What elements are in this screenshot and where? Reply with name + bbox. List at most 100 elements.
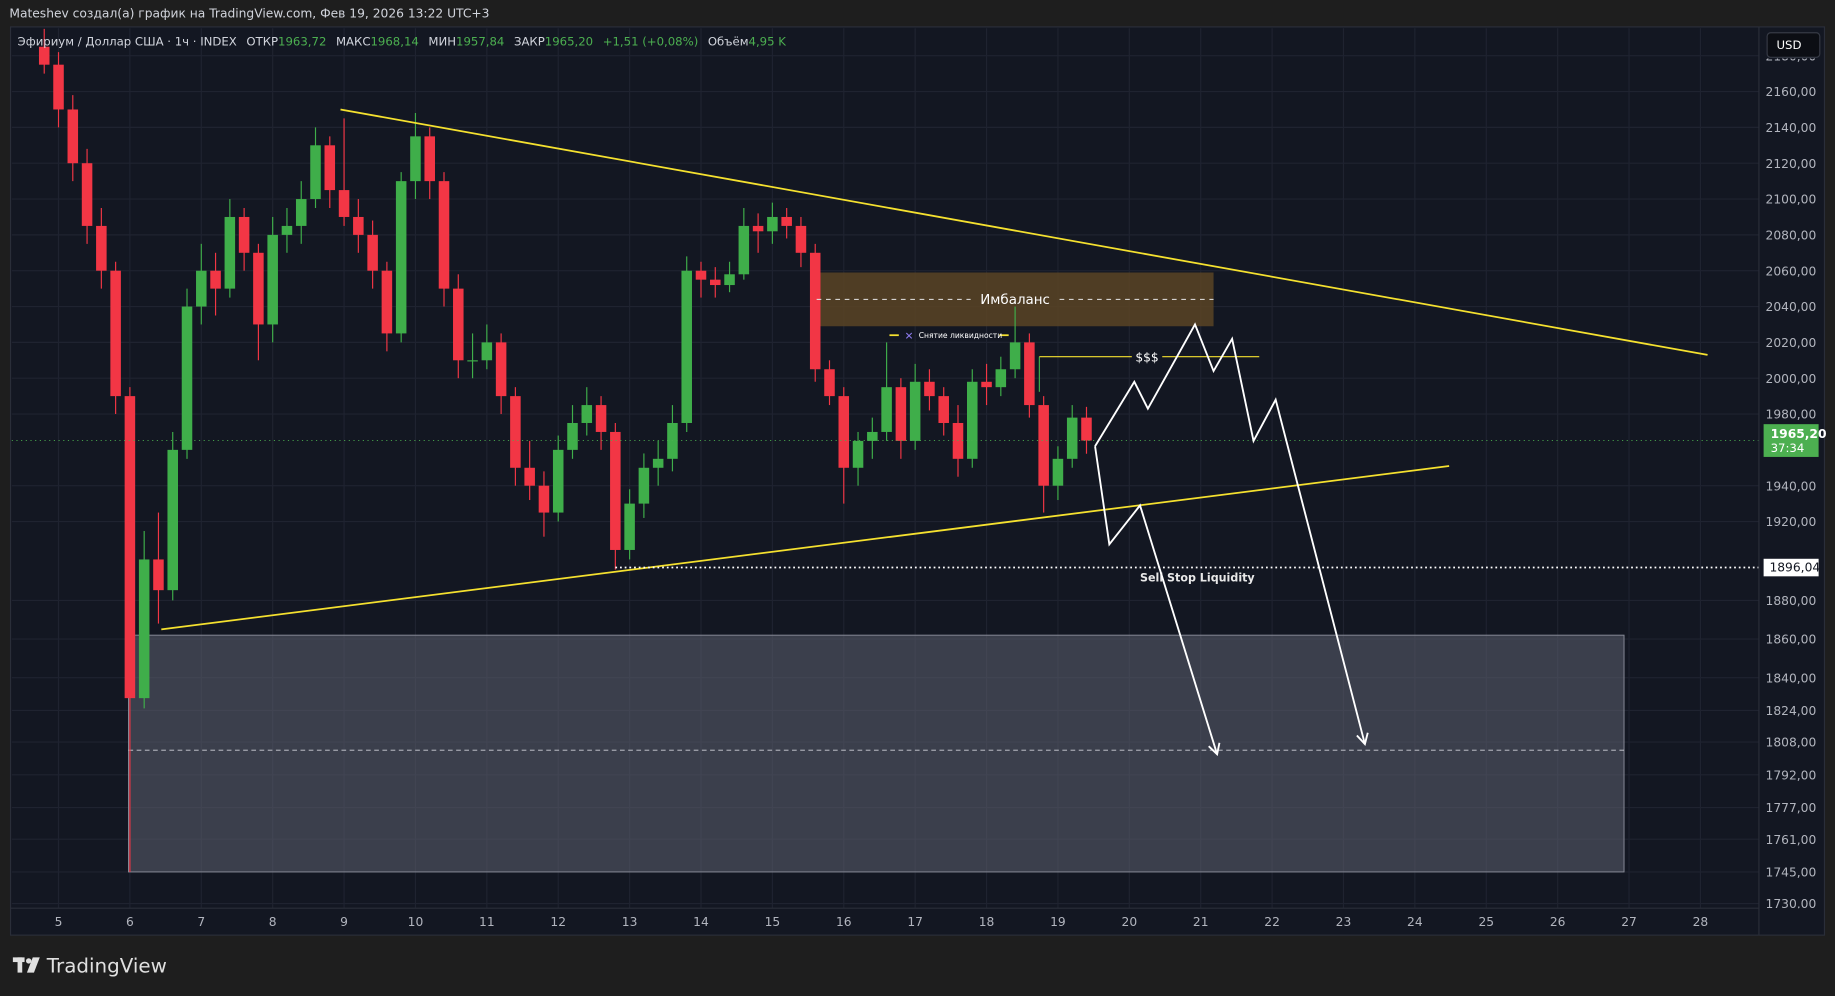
price-tick-label: 2020,00 <box>1766 336 1817 350</box>
price-tick-label: 1920,00 <box>1766 515 1817 529</box>
time-tick-label: 17 <box>907 915 923 929</box>
time-tick-label: 18 <box>979 915 995 929</box>
candle-body <box>124 396 136 699</box>
candle-body <box>895 387 907 441</box>
last-price-value: 1965,20 <box>1771 427 1827 441</box>
attribution-text: Mateshev создал(а) график на TradingView… <box>9 7 489 21</box>
tradingview-logo[interactable]: TradingView <box>12 955 167 978</box>
sell-stop-price-tag: 1896,04 <box>1763 558 1820 577</box>
candle-body <box>995 369 1007 388</box>
time-tick-label: 9 <box>340 915 348 929</box>
candle-body <box>767 216 778 232</box>
dollars-level-label: $$$ <box>1135 350 1158 364</box>
price-tick-label: 1824,00 <box>1766 704 1817 718</box>
price-tick-label: 1808,00 <box>1766 736 1817 750</box>
candle-body <box>310 145 321 200</box>
price-tick-label: 2160,00 <box>1766 85 1817 99</box>
time-tick-label: 11 <box>479 915 495 929</box>
price-tick-label: 2100,00 <box>1766 193 1817 207</box>
candle-body <box>353 216 364 235</box>
candle-body <box>196 270 207 307</box>
candle-body <box>524 467 535 486</box>
price-tick-label: 2140,00 <box>1766 121 1817 135</box>
price-tick-label: 1730,00 <box>1766 897 1817 911</box>
currency-label: USD <box>1776 38 1801 52</box>
candle-body <box>738 225 750 275</box>
candle-body <box>167 449 178 591</box>
tradingview-logo-icon <box>12 957 40 973</box>
candle-body <box>224 216 236 289</box>
candle-body <box>1066 417 1078 459</box>
volume-label: Объём <box>708 35 749 49</box>
candle-body <box>96 225 107 271</box>
price-tick-label: 1840,00 <box>1766 671 1817 685</box>
imbalance-label: Имбаланс <box>980 292 1050 308</box>
low-label: МИН <box>428 35 456 49</box>
candle-body <box>967 381 978 459</box>
candle-body <box>210 270 221 289</box>
price-axis[interactable]: 2180,00 2160,00 2140,00 2120,00 2100,00 2080,… <box>1766 49 1817 911</box>
price-tick-label: 2060,00 <box>1766 264 1817 278</box>
high-label: МАКС <box>336 35 371 49</box>
drawings: Имбаланс ✕ Снятие ликвидности $$$ Sell Stop … <box>11 108 1759 757</box>
support-trendline <box>161 465 1450 631</box>
candle-body <box>681 270 692 423</box>
open-label: ОТКР <box>246 35 278 49</box>
time-tick-label: 23 <box>1336 915 1352 929</box>
resistance-trendline <box>340 108 1708 356</box>
candle-body <box>924 381 935 397</box>
candle-body <box>909 381 921 441</box>
candle-body <box>567 422 578 450</box>
price-tick-label: 2180,00 <box>1766 49 1817 63</box>
time-tick-label: 19 <box>1050 915 1066 929</box>
candle-body <box>153 559 164 591</box>
symbol-name[interactable]: Эфириум / Доллар США · 1ч · INDEX <box>18 35 237 49</box>
candle-body <box>724 274 735 286</box>
cross-icon: ✕ <box>905 330 914 342</box>
candle-body <box>838 396 850 468</box>
ohlc-legend: Эфириум / Доллар США · 1ч · INDEX ОТКР19… <box>18 35 787 49</box>
open-value: 1963,72 <box>278 35 326 49</box>
candle-body <box>881 387 892 432</box>
candle-body <box>809 252 821 370</box>
candle-body <box>781 216 792 226</box>
time-tick-label: 28 <box>1693 915 1709 929</box>
currency-button[interactable]: USD <box>1766 32 1821 58</box>
candle-body <box>295 199 307 226</box>
candle-body <box>1038 405 1049 486</box>
tradingview-logo-text: TradingView <box>46 955 167 978</box>
candle-body <box>510 396 521 468</box>
candle-body <box>38 46 50 65</box>
sell-stop-label: Sell Stop Liquidity <box>1140 572 1255 585</box>
candle-body <box>538 485 550 513</box>
price-tick-label: 1880,00 <box>1766 594 1817 608</box>
price-tick-label: 2040,00 <box>1766 300 1817 314</box>
candle-body <box>395 181 407 334</box>
price-tick-label: 1860,00 <box>1766 633 1817 647</box>
candle-body <box>367 234 378 271</box>
low-value: 1957,84 <box>456 35 504 49</box>
candle-body <box>453 288 464 361</box>
time-tick-label: 15 <box>765 915 781 929</box>
price-tick-label: 2000,00 <box>1766 372 1817 386</box>
price-tick-label: 1745,00 <box>1766 866 1817 880</box>
candle-body <box>581 405 593 423</box>
price-tick-label: 1792,00 <box>1766 768 1817 782</box>
candle-body <box>638 467 650 504</box>
candle-body <box>281 225 293 235</box>
time-axis[interactable]: 5 6 7 8 9 10 11 12 13 14 15 16 17 18 19 20 21 22 23 24 25 26 2… <box>55 915 1709 929</box>
candle-body <box>181 306 193 450</box>
time-tick-label: 24 <box>1407 915 1423 929</box>
candle-body <box>438 181 450 289</box>
time-tick-label: 7 <box>197 915 205 929</box>
candle-body <box>138 559 150 699</box>
candle-body <box>652 458 664 468</box>
candle-body <box>1052 458 1064 486</box>
time-tick-label: 8 <box>269 915 277 929</box>
candle-body <box>467 360 478 362</box>
candle-body <box>752 225 764 232</box>
last-price-tag: 1965,20 37:34 <box>1763 424 1827 457</box>
candle-body <box>267 234 278 325</box>
arrowhead-icon <box>1356 732 1369 746</box>
